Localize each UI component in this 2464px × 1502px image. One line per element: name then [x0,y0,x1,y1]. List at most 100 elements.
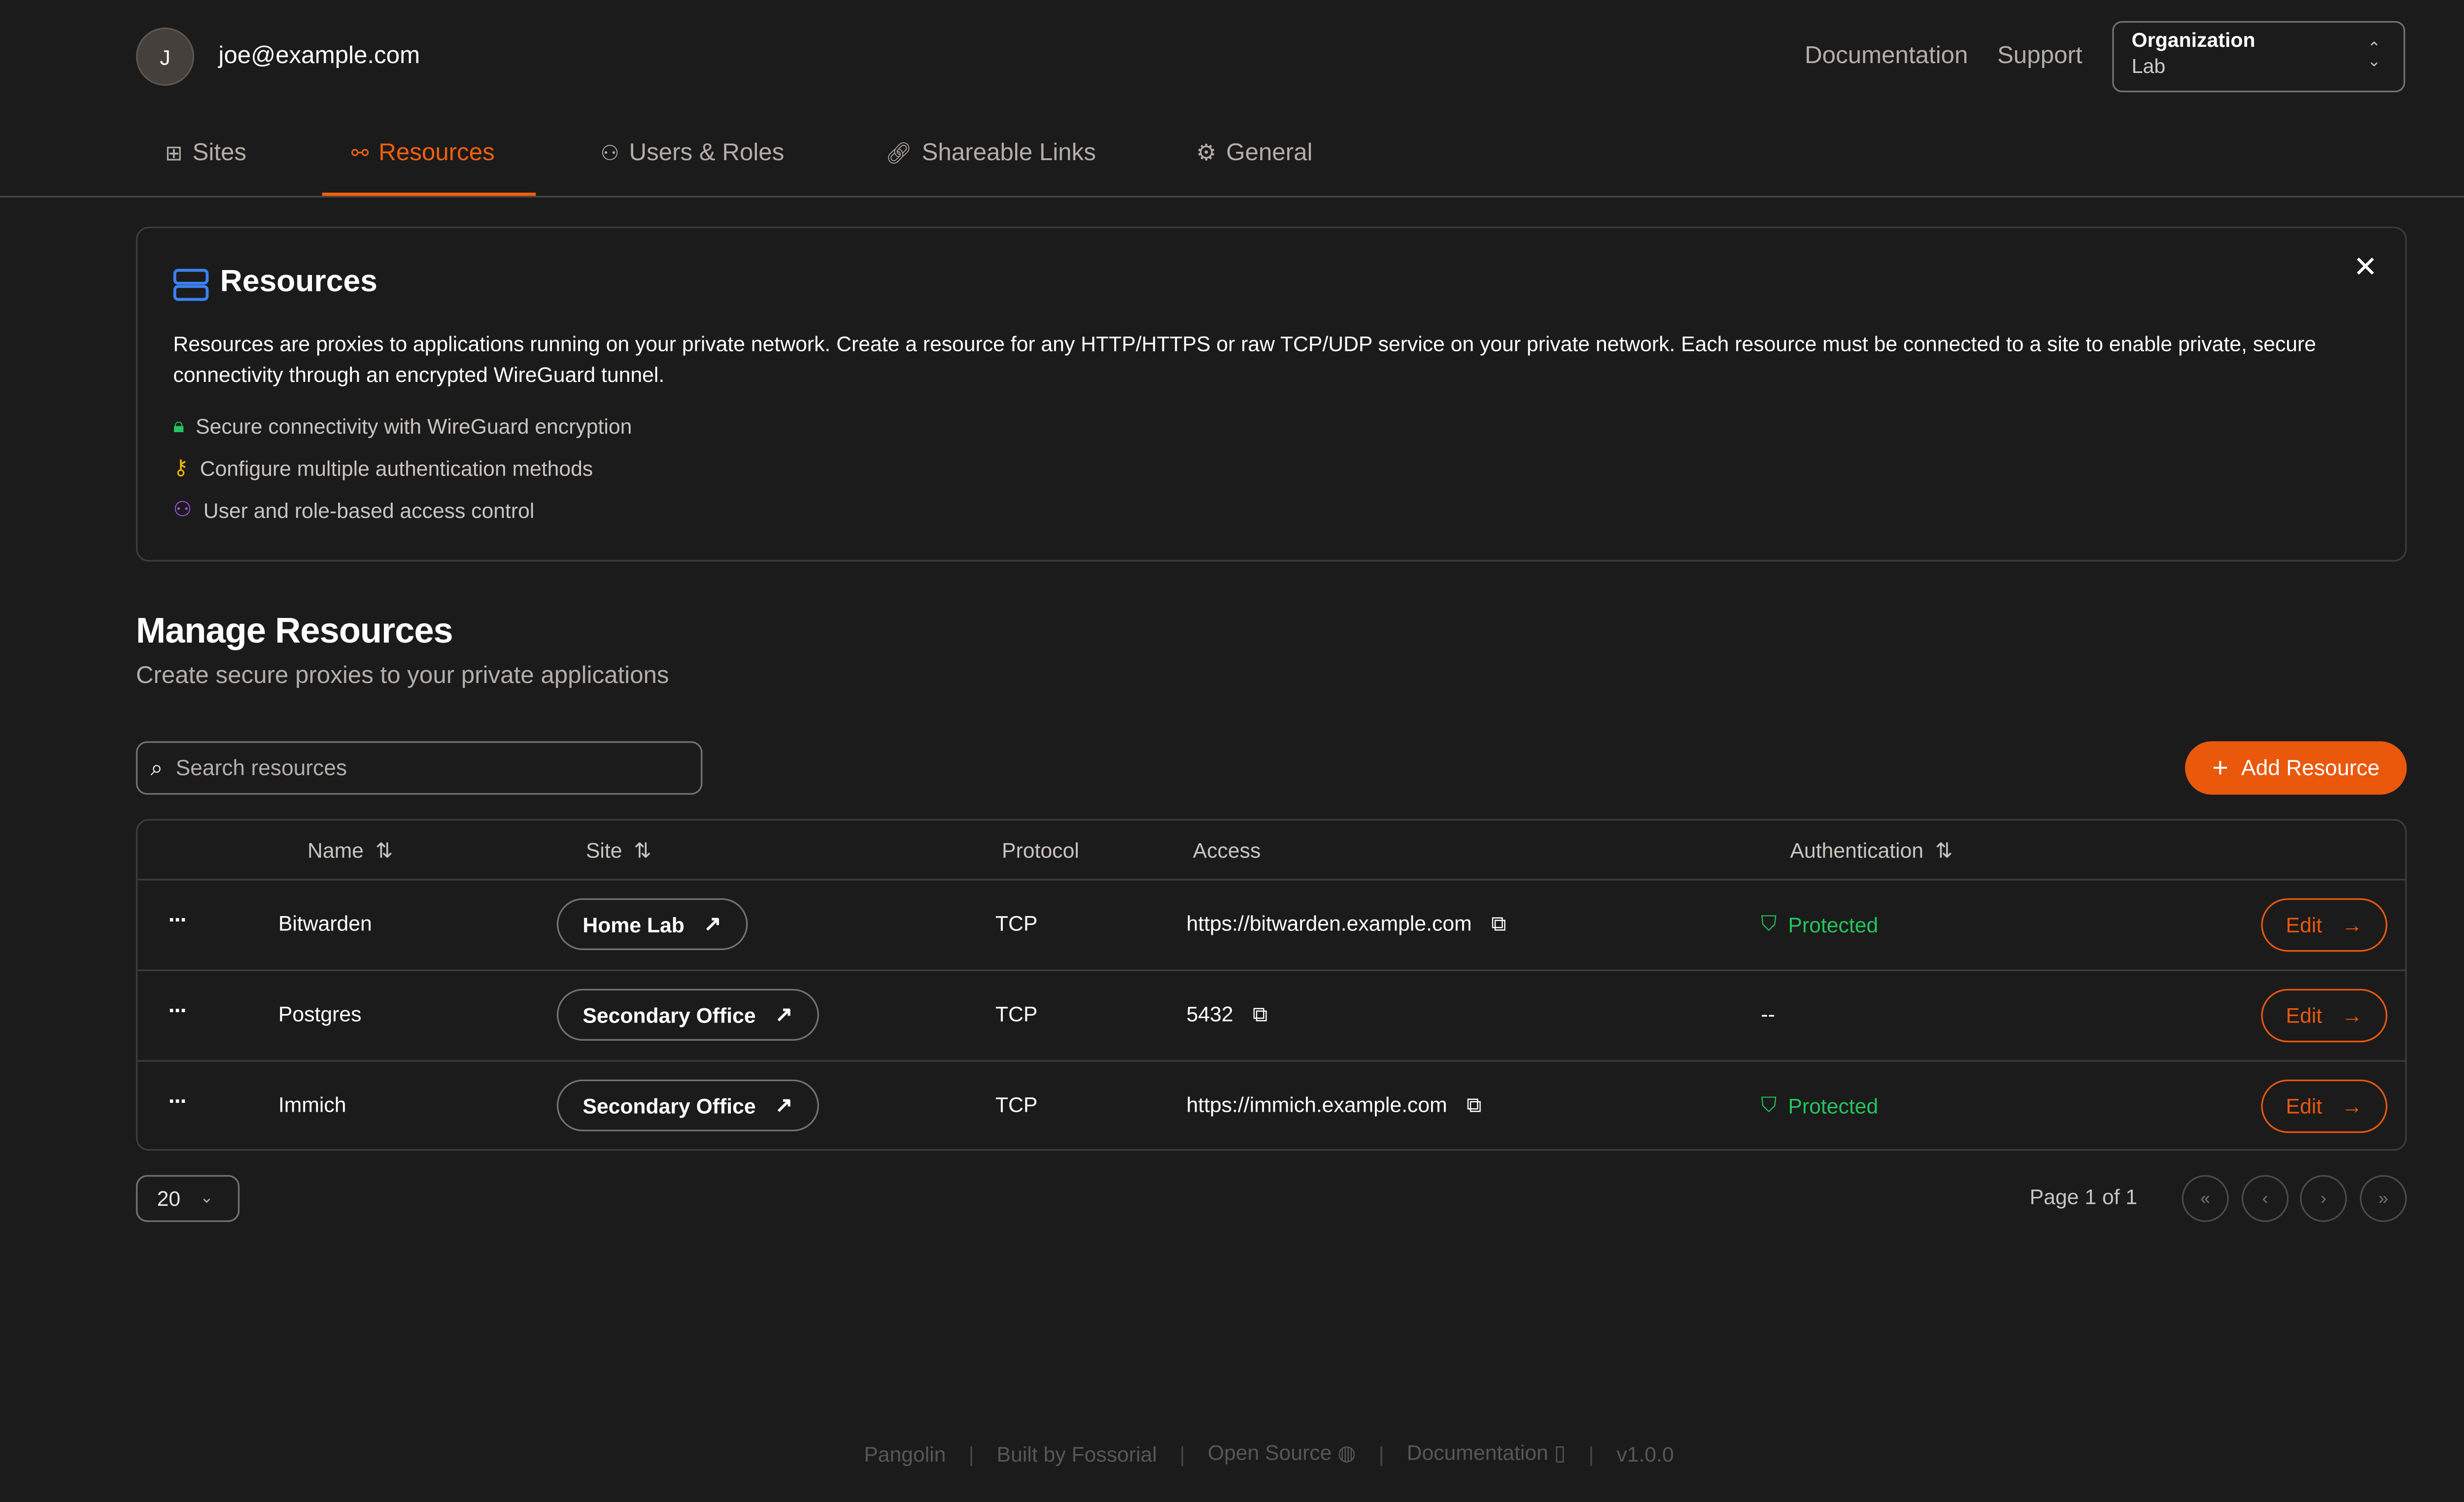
edit-button[interactable]: Edit → [2261,1079,2388,1133]
column-header-access: Access [1193,838,1261,863]
org-label: Organization [2131,29,2256,52]
footer-brand: Pangolin [864,1441,946,1466]
external-link-icon: ↗ [704,911,722,936]
book-icon: ▯ [1554,1440,1566,1465]
server-icon [173,269,209,301]
support-link[interactable]: Support [1997,42,2083,70]
tab-users-roles[interactable]: ⚇ Users & Roles [601,139,785,167]
resource-name: Postgres [278,1002,362,1026]
footer-open-source[interactable]: Open Source ◍ [1207,1440,1356,1465]
resources-table: Name ⇅ Site ⇅ Protocol Access Authentica… [136,819,2407,1151]
more-actions-icon[interactable]: ··· [168,1088,188,1114]
column-header-protocol: Protocol [1002,838,1079,863]
sites-icon: ⊞ [165,140,183,165]
footer: Pangolin | Built by Fossorial | Open Sourc… [864,1440,1674,1466]
documentation-link[interactable]: Documentation [1805,42,1968,70]
tab-shareable-links[interactable]: 🔗︎ Shareable Links [886,139,1096,167]
more-actions-icon[interactable]: ··· [168,906,188,932]
edit-button[interactable]: Edit → [2261,898,2388,952]
last-page-button[interactable]: » [2360,1175,2407,1222]
shield-check-icon: ⛉ [1761,1092,1777,1117]
arrow-right-icon: → [2341,913,2363,937]
protocol: TCP [995,1002,1038,1026]
protocol: TCP [995,911,1038,936]
tab-sites[interactable]: ⊞ Sites [165,139,246,167]
tab-label: General [1226,139,1313,167]
tab-resources[interactable]: ⚯ Resources [351,139,495,167]
copy-icon[interactable]: ⧉ [1252,1002,1268,1026]
footer-version: v1.0.0 [1616,1441,1674,1466]
feature-text: User and role-based access control [203,497,535,522]
page-indicator: Page 1 of 1 [2029,1185,2138,1209]
gear-icon: ⚙ [1196,139,1217,166]
info-description: Resources are proxies to applications ru… [173,332,2316,386]
access: 5432 ⧉ [1186,1002,1267,1028]
external-link-icon: ↗ [775,1002,793,1026]
search-input[interactable]: ⌕ Search resources [136,741,703,795]
auth-status: -- [1761,1002,1775,1026]
access: https://bitwarden.example.com ⧉ [1186,911,1506,937]
feature-item: ⚷ Configure multiple authentication metho… [173,455,593,481]
footer-built-by[interactable]: Built by Fossorial [996,1441,1157,1466]
site-link[interactable]: Home Lab ↗ [556,898,748,950]
column-header-authentication[interactable]: Authentication ⇅ [1790,838,1953,863]
resources-icon: ⚯ [351,140,369,165]
copy-icon[interactable]: ⧉ [1467,1092,1482,1117]
column-header-name[interactable]: Name ⇅ [308,838,393,863]
page-subtitle: Create secure proxies to your private ap… [136,662,669,690]
arrow-right-icon: → [2341,1003,2363,1028]
table-row: ··· Bitwarden Home Lab ↗ TCP https://bitw… [137,879,2405,971]
key-icon: ⚷ [173,454,189,479]
table-row: ··· Immich Secondary Office ↗ TCP https:/… [137,1060,2405,1152]
search-placeholder: Search resources [175,755,347,781]
add-resource-label: Add Resource [2241,755,2380,781]
tab-label: Resources [378,139,495,167]
resource-name: Bitwarden [278,911,372,936]
page-title: Manage Resources [136,610,453,651]
plus-icon: + [2212,751,2228,783]
shield-check-icon: ⛉ [1761,911,1777,936]
next-page-button[interactable]: › [2300,1175,2347,1222]
tab-label: Shareable Links [922,139,1096,167]
edit-button[interactable]: Edit → [2261,989,2388,1043]
resource-name: Immich [278,1092,346,1117]
arrow-right-icon: → [2341,1094,2363,1119]
copy-icon[interactable]: ⧉ [1491,911,1506,936]
tab-label: Sites [192,139,247,167]
tab-label: Users & Roles [629,139,785,167]
info-title: Resources [220,265,377,300]
close-icon[interactable]: ✕ [2353,251,2378,283]
chevrons-up-down-icon: ⌃ ⌄ [2367,40,2381,71]
users-icon: ⚇ [600,140,619,165]
site-link[interactable]: Secondary Office ↗ [556,1079,819,1131]
column-header-site[interactable]: Site ⇅ [585,838,652,863]
table-row: ··· Postgres Secondary Office ↗ TCP 5432 ⧉… [137,969,2405,1061]
add-resource-button[interactable]: + Add Resource [2185,741,2407,795]
tab-general[interactable]: ⚙ General [1196,139,1312,167]
organization-selector[interactable]: Organization Lab ⌃ ⌄ [2112,21,2405,93]
users-icon: ⚇ [173,497,192,521]
tab-divider [0,196,2464,198]
feature-item: ⚇ User and role-based access control [173,497,534,523]
feature-text: Secure connectivity with WireGuard encry… [196,413,632,438]
feature-item: 🔒︎ Secure connectivity with WireGuard enc… [173,413,632,439]
feature-text: Configure multiple authentication method… [200,455,593,480]
user-email: joe@example.com [218,42,420,70]
auth-status: ⛉ Protected [1761,911,1879,937]
chevron-down-icon: ⌄ [200,1190,214,1208]
link-icon: 🔗︎ [885,140,912,165]
previous-page-button[interactable]: ‹ [2241,1175,2289,1222]
avatar[interactable]: J [136,27,195,86]
page-size-select[interactable]: 20 ⌄ [136,1175,240,1222]
site-link[interactable]: Secondary Office ↗ [556,989,819,1041]
org-value: Lab [2131,55,2166,78]
protocol: TCP [995,1092,1038,1117]
active-tab-indicator [322,192,536,196]
info-panel: Resources ✕ Resources are proxies to app… [136,226,2407,562]
external-link-icon: ↗ [775,1092,793,1117]
more-actions-icon[interactable]: ··· [168,997,188,1023]
first-page-button[interactable]: « [2182,1175,2229,1222]
github-icon: ◍ [1337,1440,1356,1465]
access: https://immich.example.com ⧉ [1186,1092,1481,1119]
footer-documentation[interactable]: Documentation ▯ [1406,1440,1566,1465]
